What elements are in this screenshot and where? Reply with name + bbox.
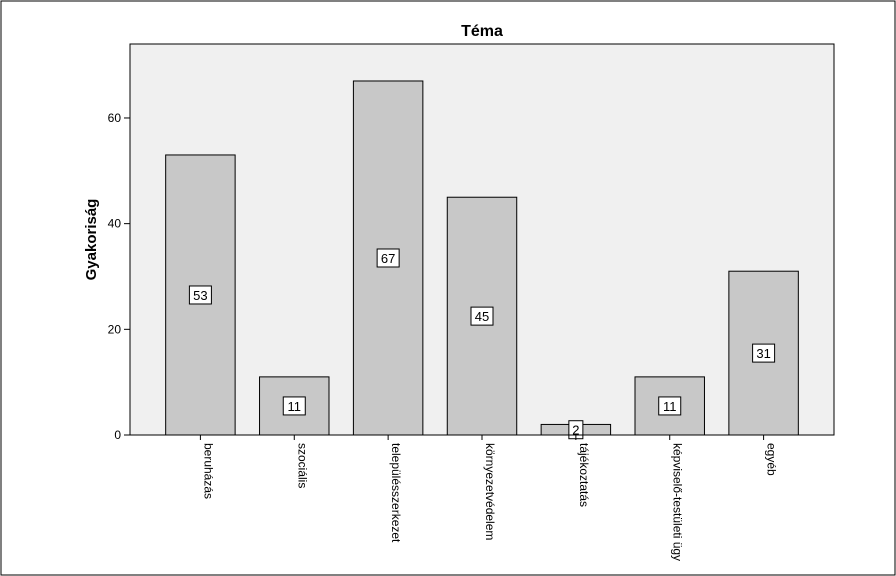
x-tick-label: egyéb: [765, 443, 779, 476]
y-tick-label: 20: [108, 322, 122, 336]
data-label-box: [752, 343, 776, 363]
x-tick-label: tájékoztatás: [577, 443, 591, 507]
x-tick-label: környezetvédelem: [483, 443, 497, 540]
x-tick-label: képviselő-testületi ügy: [671, 443, 685, 561]
x-tick-label: szociális: [295, 443, 309, 488]
x-axis: beruházás szociális településszerkezet körn…: [130, 434, 834, 561]
y-tick-label: 40: [108, 217, 122, 231]
data-label: 53: [193, 288, 207, 303]
data-label: 11: [288, 399, 302, 414]
chart-title: Téma: [461, 23, 503, 40]
y-tick-label: 60: [108, 111, 122, 125]
y-tick-label: 0: [114, 428, 121, 442]
data-label-box: [188, 285, 212, 305]
data-label: 67: [381, 251, 395, 266]
data-label-box: [376, 248, 400, 268]
data-label-box: [470, 306, 494, 326]
data-label: 11: [663, 399, 677, 414]
x-tick-label: beruházás: [201, 443, 215, 499]
x-tick-label: településszerkezet: [389, 443, 403, 543]
data-label-box: [282, 396, 306, 416]
y-axis: 0 20 40 60: [108, 111, 130, 442]
data-label-box: [658, 396, 682, 416]
data-label: 45: [475, 309, 489, 324]
bars: 53 11 67 45 2 11 31: [165, 80, 799, 440]
y-axis-label: Gyakoriság: [83, 199, 100, 281]
data-label: 2: [572, 423, 579, 438]
data-label: 31: [756, 346, 770, 361]
